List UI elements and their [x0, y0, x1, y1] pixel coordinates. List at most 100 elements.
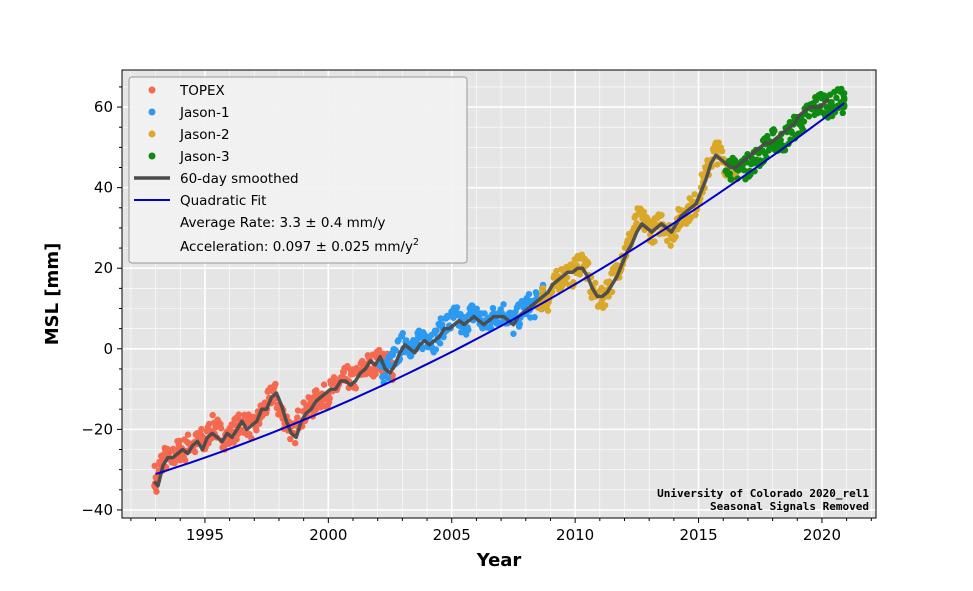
legend-box [128, 76, 468, 264]
scatter-point-jason2 [553, 267, 560, 275]
smoothed-line [153, 97, 831, 488]
scatter-point-jason3 [839, 109, 846, 117]
scatter-point-jason2 [651, 238, 658, 245]
scatter-point-topex [151, 462, 158, 470]
scatter-point-topex [320, 381, 328, 388]
scatter-point-jason2 [663, 237, 671, 245]
scatter-point-jason2 [692, 211, 699, 219]
scatter-point-jason1 [453, 304, 461, 311]
scatter-point-jason2 [718, 148, 726, 155]
scatter-point-topex [272, 380, 279, 388]
scatter-point-jason3 [840, 89, 848, 97]
credit-line-2: Seasonal Signals Removed [710, 500, 869, 513]
scatter-point-jason2 [658, 211, 665, 219]
plot-frame [121, 69, 877, 519]
scatter-point-jason1 [444, 313, 452, 321]
legend-marker-jason1 [148, 108, 156, 116]
scatter-point-topex [169, 445, 177, 453]
legend-acceleration: Acceleration: 0.097 ± 0.025 mm/y2 [180, 237, 419, 255]
legend-marker-jason3 [148, 152, 156, 160]
scatter-point-jason1 [407, 352, 415, 359]
scatter-point-jason2 [584, 259, 592, 267]
scatter-point-jason2 [568, 261, 576, 268]
scatter-point-jason3 [840, 95, 848, 103]
scatter-point-jason3 [800, 118, 808, 125]
scatter-point-jason1 [489, 304, 497, 312]
x-tick-label: 1995 [186, 526, 224, 544]
scatter-point-jason2 [601, 302, 609, 309]
scatter-point-jason3 [764, 132, 771, 140]
y-tick-label: 0 [103, 340, 113, 358]
scatter-point-jason3 [771, 127, 778, 134]
scatter-point-topex [181, 457, 189, 464]
scatter-point-jason1 [419, 345, 426, 353]
scatter-point-jason2 [640, 208, 648, 216]
scatter-point-topex [375, 346, 383, 354]
scatter-point-jason2 [667, 242, 674, 249]
scatter-point-topex [209, 411, 216, 419]
legend-label-jason2: Jason-2 [179, 127, 230, 143]
scatter-point-topex [372, 370, 379, 378]
x-axis-title: Year [476, 550, 522, 571]
scatter-point-jason1 [384, 374, 392, 382]
y-tick-label: 40 [94, 179, 113, 197]
quadratic-fit-layer [155, 102, 845, 476]
scatter-point-jason2 [677, 222, 684, 229]
scatter-point-jason2 [672, 233, 679, 240]
scatter-point-jason1 [465, 326, 472, 334]
legend-acceleration-text: Acceleration: 0.097 ± 0.025 mm/y [180, 239, 413, 255]
scatter-point-jason3 [805, 113, 813, 120]
scatter-point-jason2 [539, 284, 547, 292]
scatter-point-topex [233, 436, 240, 443]
x-tick-label: 2010 [556, 526, 594, 544]
scatter-point-jason2 [691, 191, 698, 198]
legend-label-fit: Quadratic Fit [180, 193, 266, 209]
scatter-point-topex [291, 439, 299, 447]
scatter-point-jason1 [510, 330, 517, 337]
y-axis-title: MSL [mm] [42, 243, 63, 346]
legend-label-jason3: Jason-3 [179, 149, 230, 165]
legend: TOPEX Jason-1 Jason-2 Jason-3 60-day smo… [128, 76, 468, 264]
legend-average-rate: Average Rate: 3.3 ± 0.4 mm/y [180, 215, 386, 231]
scatter-point-topex [287, 435, 294, 443]
smoothed-line-layer [153, 97, 831, 488]
y-tick-label: −20 [81, 420, 113, 438]
scatter-point-jason3 [728, 175, 735, 183]
scatter-point-jason3 [731, 156, 739, 164]
scatter-point-jason1 [525, 290, 533, 298]
scatter-point-jason2 [605, 293, 612, 300]
scatter-point-topex [352, 385, 360, 392]
y-tick-labels: −40 −20 0 20 40 60 [81, 98, 113, 519]
scatter-point-jason1 [516, 320, 523, 328]
scatter-point-topex [253, 427, 260, 434]
y-tick-label: −40 [81, 501, 113, 519]
scatter-point-topex [153, 488, 160, 495]
scatter-point-jason3 [812, 97, 820, 104]
scatter-point-jason3 [833, 94, 840, 102]
legend-label-smoothed: 60-day smoothed [180, 171, 299, 187]
x-tick-labels: 1995 2000 2005 2010 2015 2020 [186, 526, 841, 544]
legend-label-jason1: Jason-1 [179, 105, 230, 121]
y-tick-label: 20 [94, 259, 113, 277]
scatter-point-jason1 [500, 301, 507, 308]
scatter-point-topex [235, 411, 242, 418]
scatter-point-jason2 [608, 288, 616, 296]
scatter-point-topex [307, 397, 314, 405]
scatter-point-jason1 [433, 327, 440, 334]
scatter-point-topex [294, 407, 302, 414]
x-tick-label: 2015 [679, 526, 717, 544]
x-tick-label: 2000 [309, 526, 347, 544]
scatter-point-jason3 [726, 170, 734, 177]
scatter-point-topex [205, 420, 213, 428]
scatter-point-jason1 [392, 347, 399, 354]
quadratic-fit-line [155, 102, 845, 476]
legend-marker-jason2 [148, 130, 156, 138]
scatter-point-jason1 [473, 305, 480, 312]
scatter-point-topex [198, 425, 205, 433]
scatter-point-jason2 [621, 244, 629, 251]
scatter-point-topex [261, 399, 269, 406]
scatter-point-topex [217, 425, 225, 432]
scatter-point-topex [199, 433, 207, 441]
scatter-point-jason1 [481, 310, 488, 317]
